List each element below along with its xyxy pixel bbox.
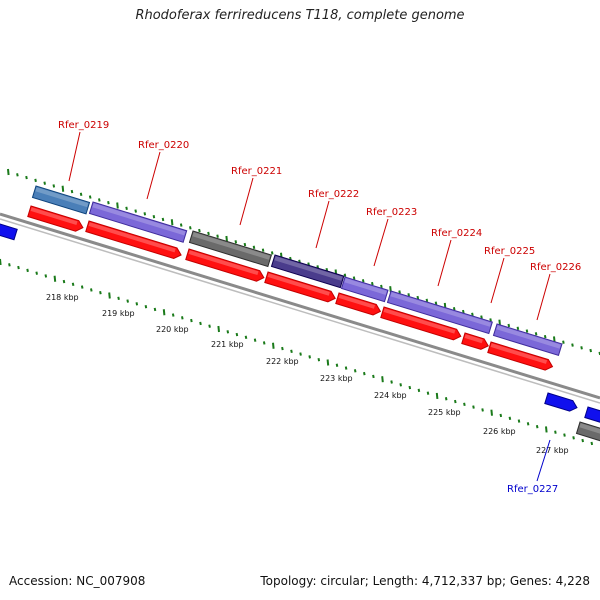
kbp-label: 227 kbp [536,446,569,455]
backbone-line [0,212,600,400]
cds-arrow-0221 [185,248,265,282]
backbone-shadow [0,218,600,404]
gene-label-rfer-0219: Rfer_0219 [58,120,109,131]
kbp-label: 224 kbp [374,391,407,400]
gene-label-leader [146,151,161,200]
gene-label-leader [490,257,505,304]
cds-arrow-0223 [335,292,382,316]
gene-label-rfer-0221: Rfer_0221 [231,166,282,177]
gene-label-leader [373,218,389,267]
gene-label-leader [536,439,551,482]
inner-tick-track [0,258,594,446]
feature-block-0225 [492,323,563,357]
cds-arrow-0222 [264,271,336,303]
feature-block-0221 [188,230,273,268]
feature-block-0224 [386,290,493,335]
gene-label-leader [315,200,330,249]
gene-label-rfer-0224: Rfer_0224 [431,228,482,239]
gene-label-rfer-0227: Rfer_0227 [507,484,558,495]
blue-gene-rfer-0227 [544,392,578,412]
blue-gene-left [0,221,18,241]
kbp-label: 222 kbp [266,357,299,366]
gene-label-leader [68,131,81,182]
gene-label-rfer-0223: Rfer_0223 [366,207,417,218]
gene-label-leader [536,273,551,321]
kbp-label: 219 kbp [102,309,135,318]
map-title: Rhodoferax ferrireducens T118, complete … [135,8,465,23]
cds-arrow-0226 [487,341,554,371]
feature-block-0222 [270,254,345,289]
feature-block-0223 [340,276,389,303]
kbp-label: 220 kbp [156,325,189,334]
kbp-label: 218 kbp [46,293,79,302]
kbp-label: 225 kbp [428,408,461,417]
cds-arrow-0219 [27,205,84,232]
gene-label-leader [239,177,254,226]
genome-summary-text: Topology: circular; Length: 4,712,337 bp… [260,574,590,588]
cds-arrow-0220 [85,220,182,260]
accession-text: Accession: NC_007908 [9,574,146,588]
kbp-label: 221 kbp [211,340,244,349]
gene-label-leader [437,239,452,287]
feature-block-0220 [88,201,188,243]
outer-tick-track [7,168,600,356]
cds-arrow-0224 [380,306,462,341]
feature-block-0219 [31,185,91,215]
cds-arrow-0225 [461,332,489,350]
gene-label-rfer-0222: Rfer_0222 [308,189,359,200]
kbp-label: 226 kbp [483,427,516,436]
gene-label-rfer-0226: Rfer_0226 [530,262,581,273]
blue-gene-edge [584,406,600,425]
gene-label-rfer-0220: Rfer_0220 [138,140,189,151]
kbp-label: 223 kbp [320,374,353,383]
feature-block-edge [575,421,600,443]
gene-label-rfer-0225: Rfer_0225 [484,246,535,257]
